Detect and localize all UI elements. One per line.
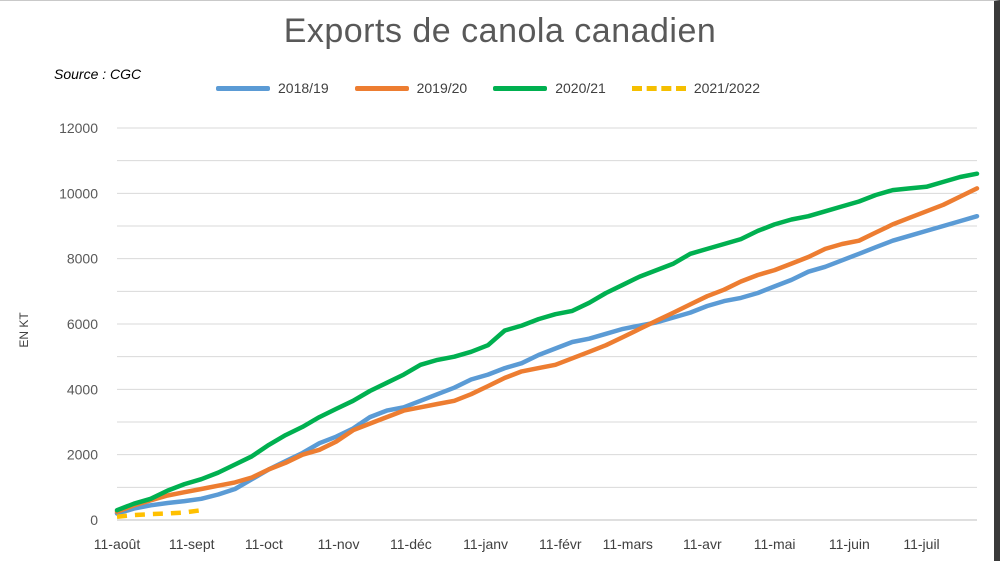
legend-item: 2020/21 — [493, 80, 606, 96]
y-tick-label: 0 — [90, 512, 98, 528]
legend-label: 2019/20 — [416, 80, 468, 96]
x-tick-label: 11-juil — [903, 536, 939, 552]
x-tick-label: 11-déc — [390, 536, 432, 552]
legend-swatch — [354, 85, 409, 91]
y-tick-labels: 0 2000 4000 6000 8000 10000 12000 — [59, 120, 98, 528]
x-tick-label: 11-mai — [754, 536, 796, 552]
legend-item: 2019/20 — [354, 80, 468, 96]
x-tick-label: 11-nov — [318, 536, 360, 552]
legend-label: 2020/21 — [555, 80, 606, 96]
y-tick-label: 10000 — [59, 185, 98, 201]
chart-title: Exports de canola canadien — [283, 12, 717, 50]
x-tick-label: 11-janv — [463, 536, 508, 552]
y-tick-label: 12000 — [59, 120, 98, 136]
series-line-2019-20 — [114, 186, 980, 515]
y-tick-label: 4000 — [67, 381, 98, 397]
y-tick-label: 8000 — [67, 251, 98, 267]
x-tick-label: 11-avr — [683, 536, 722, 552]
x-tick-labels: 11-août 11-sept 11-oct 11-nov 11-déc 11-janv 1… — [94, 536, 940, 552]
gridlines — [117, 127, 977, 488]
y-tick-label: 2000 — [67, 447, 98, 463]
x-tick-label: 11-févr — [539, 536, 582, 552]
legend-swatch — [631, 85, 686, 91]
source-note: Source : CGC — [54, 66, 142, 82]
x-tick-label: 11-août — [94, 536, 141, 552]
y-tick-label: 6000 — [67, 316, 98, 332]
legend-item: 2018/19 — [216, 80, 329, 96]
legend-swatch — [216, 85, 270, 91]
legend-label: 2018/19 — [278, 80, 329, 96]
legend-item: 2021/2022 — [631, 80, 761, 96]
legend-label: 2021/2022 — [693, 80, 761, 96]
x-tick-label: 11-juin — [829, 536, 870, 552]
legend: 2018/19 2019/20 2020/21 2021/2022 — [216, 78, 786, 98]
x-tick-label: 11-sept — [169, 536, 215, 552]
series-line-2020-21 — [114, 171, 980, 513]
x-tick-label: 11-oct — [245, 536, 283, 552]
series-line-2021-2022 — [116, 507, 202, 519]
x-tick-label: 11-mars — [603, 536, 653, 552]
legend-swatch — [493, 85, 548, 91]
